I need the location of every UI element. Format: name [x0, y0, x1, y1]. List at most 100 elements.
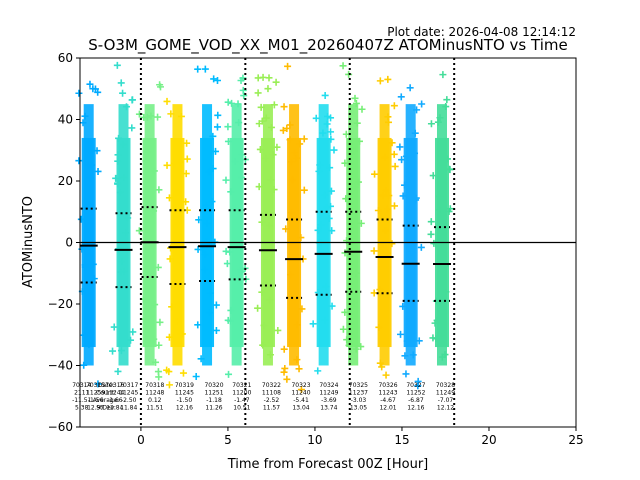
annotation-line: -1.66	[107, 397, 123, 404]
point	[165, 194, 173, 202]
point	[427, 218, 435, 226]
point	[446, 166, 454, 174]
point	[177, 330, 185, 338]
point	[341, 249, 349, 257]
point	[240, 92, 248, 100]
point	[165, 381, 173, 389]
point	[80, 361, 88, 369]
point	[114, 367, 122, 375]
y-tick-label: 20	[58, 174, 73, 188]
point	[86, 174, 94, 182]
point	[376, 77, 384, 85]
point	[272, 78, 280, 86]
x-tick-label: 5	[224, 433, 232, 447]
series-9	[339, 62, 366, 366]
point	[436, 192, 444, 200]
annotation-line: 12.84	[106, 405, 123, 412]
point	[117, 268, 125, 276]
point	[267, 176, 275, 184]
point	[297, 386, 305, 394]
point	[352, 269, 360, 277]
x-axis-ticks: 0 5 10 15 20 25	[137, 427, 584, 447]
annotation-line: 11252	[406, 390, 425, 397]
point	[339, 62, 347, 70]
annotation-line: 11251	[204, 390, 223, 397]
point	[258, 288, 266, 296]
point	[213, 77, 221, 85]
point	[117, 79, 125, 87]
point	[182, 198, 190, 206]
point	[150, 207, 158, 215]
stripe-body	[436, 104, 447, 366]
point	[115, 245, 123, 253]
point	[438, 332, 446, 340]
point	[75, 89, 83, 97]
point	[77, 215, 85, 223]
point	[317, 221, 325, 229]
annotation-line: 70324	[319, 382, 338, 389]
point	[411, 129, 419, 137]
point	[374, 207, 382, 215]
point	[85, 201, 93, 209]
point	[406, 84, 414, 92]
point	[163, 161, 171, 169]
point	[328, 302, 336, 310]
point	[323, 120, 331, 128]
point	[371, 170, 379, 178]
point	[81, 263, 89, 271]
annotation-line: 12.16	[407, 405, 424, 412]
point	[227, 306, 235, 314]
point	[170, 159, 178, 167]
point	[94, 380, 102, 388]
point	[270, 186, 278, 194]
point	[267, 123, 275, 131]
point	[258, 218, 266, 226]
point	[79, 119, 87, 127]
annotation-line: 70322	[262, 382, 281, 389]
point	[254, 89, 262, 97]
point	[224, 316, 232, 324]
annotation-line: 70315	[86, 382, 105, 389]
x-tick-label: 25	[568, 433, 583, 447]
stripe-body	[405, 104, 416, 366]
point	[152, 358, 160, 366]
point	[436, 114, 444, 122]
point	[281, 364, 289, 372]
plot-date: Plot date: 2026-04-08 12:14:12	[387, 25, 576, 39]
point	[194, 65, 202, 73]
point	[147, 312, 155, 320]
point	[238, 151, 246, 159]
point	[90, 275, 98, 283]
point	[388, 240, 396, 248]
point	[223, 260, 231, 268]
point	[287, 271, 295, 279]
point	[283, 375, 291, 383]
point	[119, 141, 127, 149]
point	[112, 174, 120, 182]
annotation-line: 11.84	[120, 405, 137, 412]
point	[206, 289, 214, 297]
annotation-line: -7.07	[438, 397, 454, 404]
point	[205, 309, 213, 317]
point	[212, 301, 220, 309]
point	[257, 103, 265, 111]
point	[151, 301, 159, 309]
point	[163, 366, 171, 374]
point	[117, 347, 125, 355]
point	[231, 157, 239, 165]
point	[382, 187, 390, 195]
series-1	[109, 61, 137, 375]
stripe-body	[262, 104, 273, 366]
point	[417, 243, 425, 251]
point	[222, 176, 230, 184]
point	[122, 103, 130, 111]
point	[405, 172, 413, 180]
point	[414, 382, 422, 390]
